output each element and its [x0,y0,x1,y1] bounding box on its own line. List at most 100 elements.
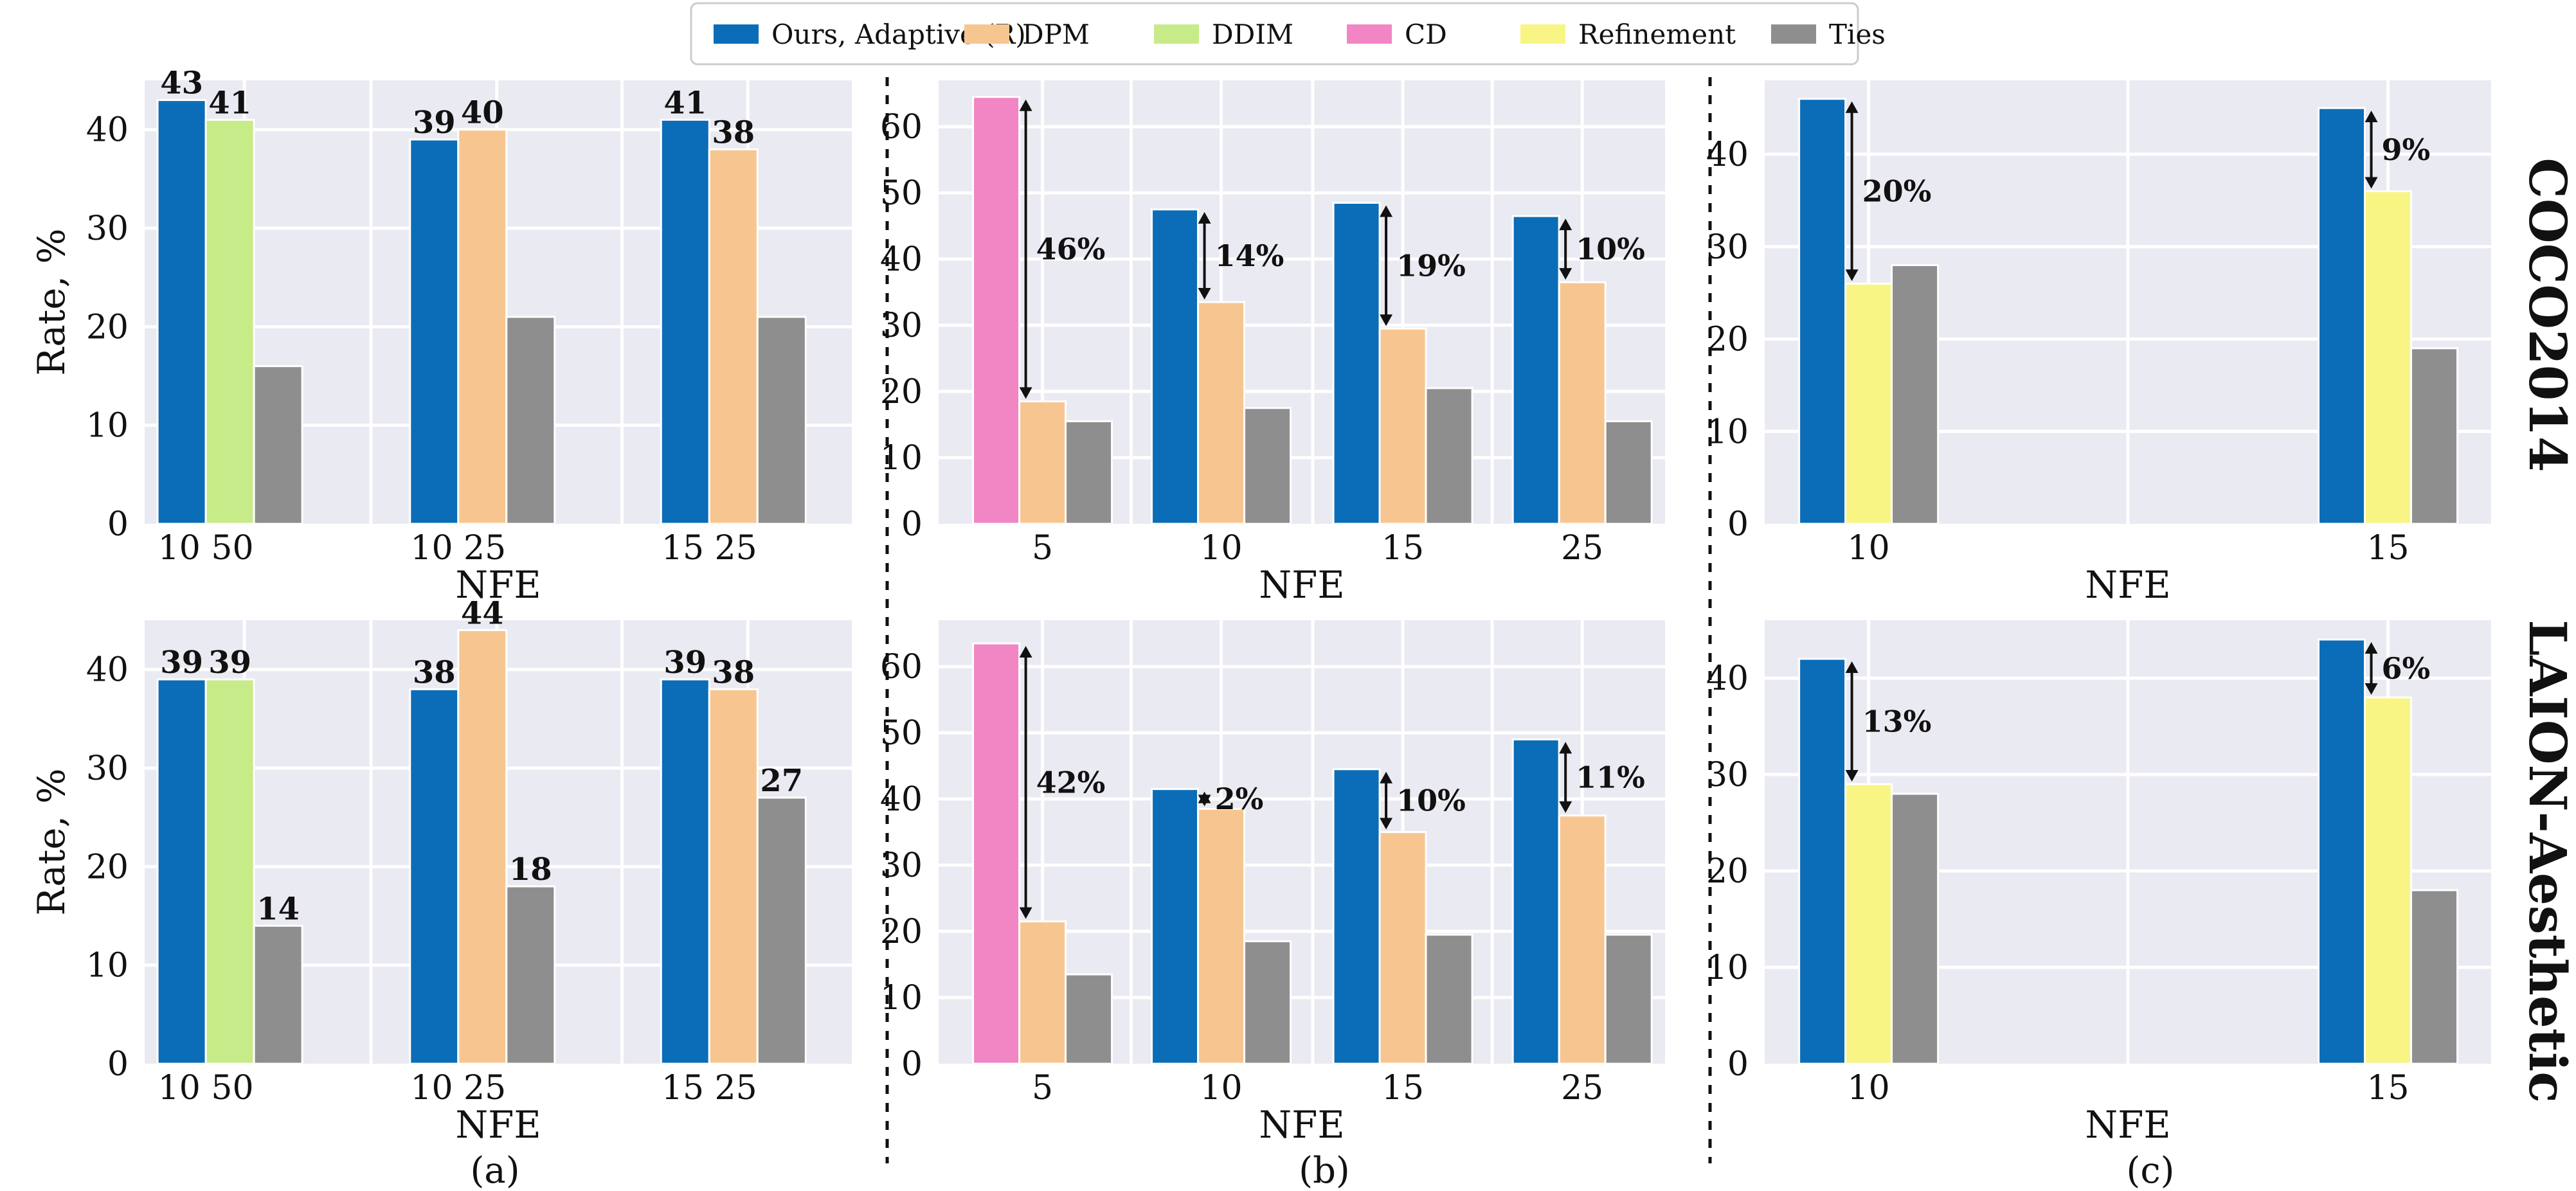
y-tick-label: 0 [107,1045,129,1084]
y-tick-label: 0 [107,505,129,544]
bar-refinement [2364,696,2413,1065]
y-tick-label: 30 [86,749,129,788]
bar-dpm [1378,831,1427,1065]
bar-value-label: 43 [160,66,203,102]
y-tick-label: 20 [1706,321,1749,359]
legend-label-ties: Ties [1829,19,1886,50]
legend-label-dpm: DPM [1022,19,1090,50]
difference-label: 11% [1576,760,1645,795]
bar-ties [2410,347,2459,525]
legend-swatch-ddim [1154,24,1199,44]
bar-value-label: 39 [663,645,707,681]
x-tick-label: 10 25 [410,1069,506,1107]
x-tick-label: 25 [1561,1069,1603,1107]
difference-label: 19% [1396,248,1466,283]
bar-ours [1151,788,1200,1065]
bar-dpm [1197,301,1246,525]
y-tick-label: 20 [86,308,129,346]
bar-ties [505,885,556,1065]
legend: Ours, Adaptive (R)DPM DDIM CD Refinement Tie… [690,2,1886,66]
difference-label: 14% [1215,238,1284,273]
x-axis-title: NFE [1259,563,1344,607]
difference-label: 6% [2382,651,2431,686]
caption-a: (a) [470,1150,519,1191]
x-tick-label: 10 [1200,529,1242,568]
bar-value-label: 27 [760,763,803,799]
difference-label: 10% [1576,232,1645,267]
y-tick-label: 20 [86,848,129,886]
bar-ties [253,365,303,525]
bar-ddim [204,118,255,525]
x-axis-title: NFE [455,1103,541,1147]
legend-label-cd: CD [1405,19,1447,50]
bar-refinement [1844,783,1893,1065]
bar-dpm [1018,920,1067,1065]
difference-label: 10% [1396,784,1466,818]
bar-ours [409,688,460,1065]
x-tick-label: 15 [2366,529,2409,568]
difference-arrow [1559,219,1572,280]
bar-ours [660,678,710,1065]
bar-dpm [457,129,508,525]
x-tick-label: 15 [1382,529,1424,568]
y-tick-label: 0 [1727,505,1749,544]
difference-arrow [1380,771,1393,830]
y-tick-label: 40 [1706,136,1749,174]
bar-ties [1065,420,1113,525]
bar-ours [156,99,207,525]
x-tick-label: 10 [1200,1069,1242,1107]
difference-arrow [1380,205,1393,327]
bar-ties [1065,973,1113,1065]
bar-dpm [708,688,759,1065]
x-tick-label: 5 [1032,1069,1053,1107]
bar-ours [409,138,460,525]
x-axis-title: NFE [2085,563,2170,607]
legend-swatch-refinement [1520,24,1565,44]
bar-ties [756,316,807,525]
bar-ours [1151,208,1200,525]
difference-arrow [1019,646,1032,919]
bar-refinement [1844,282,1893,525]
difference-label: 13% [1862,704,1932,739]
difference-arrow [1845,101,1859,282]
x-tick-label: 15 25 [662,529,757,568]
difference-arrow [1019,99,1032,399]
bar-ours [1798,98,1847,525]
bar-ties [1243,407,1292,525]
x-tick-label: 25 [1561,529,1603,568]
bar-ours [1511,215,1560,525]
difference-arrow [1559,742,1572,813]
legend-label-refinement: Refinement [1578,19,1736,50]
difference-label: 42% [1036,765,1106,800]
difference-label: 2% [1215,782,1264,816]
bar-value-label: 38 [413,654,456,690]
y-axis-title: Rate, % [30,768,73,915]
bar-value-label: 41 [208,85,251,121]
bar-ours [1798,658,1847,1065]
legend-swatch-ties [1771,24,1816,44]
bar-value-label: 38 [712,114,755,150]
bar-dpm [457,629,508,1065]
bar-dpm [1558,814,1607,1065]
bar-ties [1891,264,1940,525]
bar-dpm [1197,808,1246,1065]
row-title-coco2014: COCO2014 [2517,157,2576,472]
caption-c: (c) [2126,1150,2174,1191]
x-axis-title: NFE [1259,1103,1344,1147]
bar-ours [1511,738,1560,1065]
bar-dpm [1558,281,1607,525]
chart-c-top: 0 10 20 30 40 10 20% 15 9% NFE [1706,80,2491,607]
bar-ties [1425,387,1473,525]
y-tick-label: 10 [86,407,129,445]
bar-ours [2318,107,2366,525]
legend-label-ddim: DDIM [1212,19,1293,50]
bar-cd [972,96,1021,525]
legend-swatch-dpm [964,24,1009,44]
bar-ties [505,316,556,525]
y-tick-label: 0 [1727,1045,1749,1084]
bar-value-label: 14 [257,891,300,927]
bar-ties [1604,933,1653,1065]
